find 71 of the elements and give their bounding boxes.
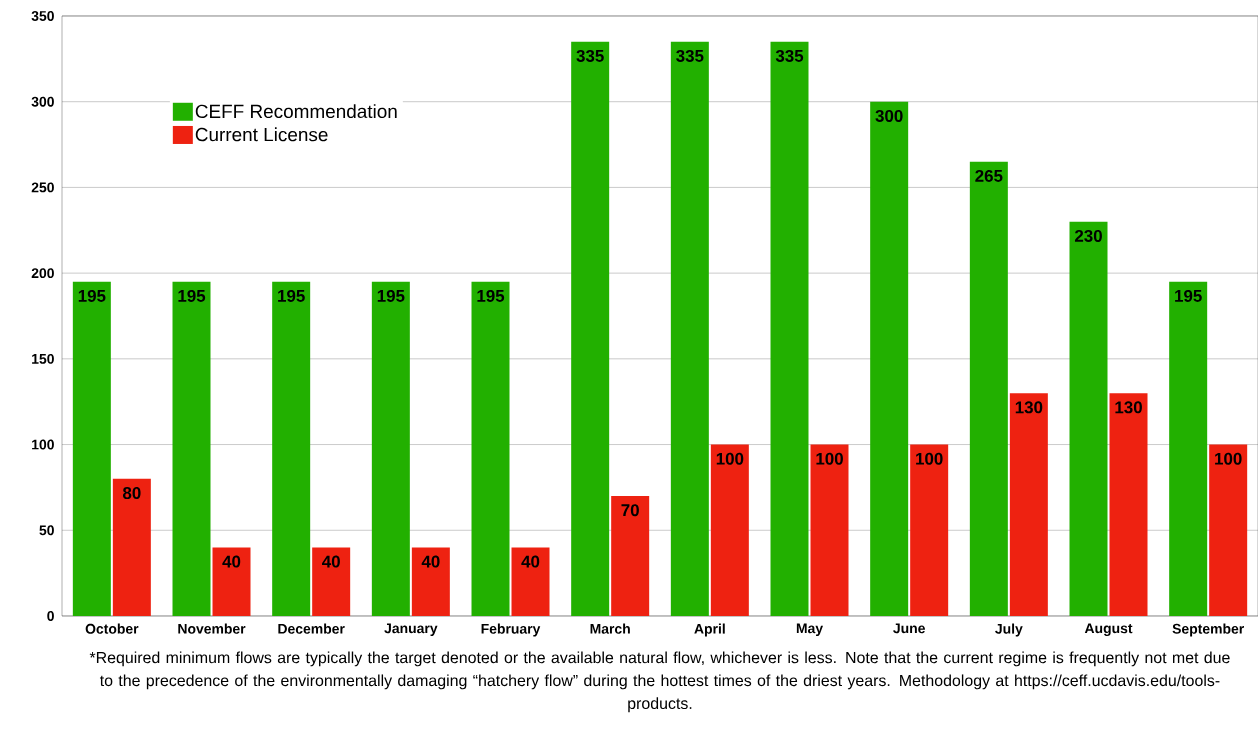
data-label: 40 bbox=[222, 555, 241, 568]
bar bbox=[571, 41, 610, 616]
bar bbox=[1209, 444, 1248, 616]
y-tick-label: 250 bbox=[31, 182, 54, 193]
bar bbox=[511, 547, 550, 616]
x-tick-label: November bbox=[178, 623, 246, 634]
bar bbox=[670, 41, 709, 616]
bar bbox=[72, 281, 111, 616]
x-tick-label: January bbox=[384, 623, 438, 636]
y-tick-label: 300 bbox=[31, 96, 54, 107]
data-label: 335 bbox=[775, 49, 804, 62]
bar bbox=[312, 547, 351, 616]
data-label: 195 bbox=[377, 289, 405, 302]
bar bbox=[611, 495, 650, 616]
bar bbox=[471, 281, 510, 616]
bar bbox=[770, 41, 809, 616]
y-tick-label: 350 bbox=[31, 11, 54, 21]
data-label: 265 bbox=[975, 169, 1003, 182]
data-label: 40 bbox=[421, 555, 440, 568]
x-tick-label: March bbox=[590, 623, 630, 634]
bar bbox=[371, 281, 410, 616]
data-label: 335 bbox=[676, 49, 704, 62]
x-tick-label: February bbox=[481, 623, 541, 637]
data-label: 130 bbox=[1015, 401, 1043, 414]
bar bbox=[212, 547, 251, 616]
bar bbox=[172, 281, 211, 616]
bar bbox=[112, 478, 151, 616]
bar bbox=[272, 281, 311, 616]
bar bbox=[1069, 221, 1108, 616]
y-tick-label: 200 bbox=[31, 268, 54, 279]
data-label: 335 bbox=[576, 49, 604, 62]
y-tick-label: 100 bbox=[32, 439, 54, 450]
data-label: 195 bbox=[278, 289, 305, 302]
legend-label: CEFF Recommendation bbox=[195, 104, 397, 119]
data-label: 100 bbox=[1215, 452, 1242, 465]
data-label: 130 bbox=[1115, 401, 1142, 414]
data-label: 70 bbox=[621, 504, 639, 517]
bar bbox=[1169, 281, 1208, 616]
data-label: 80 bbox=[122, 487, 141, 500]
legend-label: Current License bbox=[195, 127, 328, 142]
x-tick-label: December bbox=[278, 623, 345, 634]
y-tick-label: 50 bbox=[39, 525, 54, 536]
data-label: 195 bbox=[1175, 289, 1202, 302]
data-label: 40 bbox=[322, 555, 340, 568]
x-tick-label: August bbox=[1084, 623, 1133, 637]
bar bbox=[969, 161, 1008, 616]
bar bbox=[411, 547, 450, 616]
x-tick-label: July bbox=[995, 623, 1023, 637]
data-label: 100 bbox=[716, 452, 744, 465]
y-tick-label: 150 bbox=[32, 353, 54, 364]
text: *Required minimum flows are typically the target denoted or the available natural flow, whichever is less. Note that the current regime is frequently not met due to the precedence of the environmentally damaging “hatchery flow” during the hottest times of the driest years. Methodology at https://ceff.ucdavis.edu/tools-products. bbox=[89, 651, 1230, 713]
data-label: 230 bbox=[1074, 229, 1102, 242]
data-label: 100 bbox=[816, 452, 843, 465]
bar bbox=[810, 444, 849, 616]
bar bbox=[710, 444, 749, 616]
x-tick-label: October bbox=[85, 623, 139, 634]
data-label: 195 bbox=[477, 289, 505, 302]
data-label: 300 bbox=[875, 109, 903, 122]
x-tick-label: May bbox=[796, 623, 823, 636]
bar bbox=[1109, 393, 1148, 616]
y-tick-label: 0 bbox=[47, 611, 54, 621]
data-label: 100 bbox=[916, 452, 943, 465]
bar bbox=[910, 444, 949, 616]
data-label: 40 bbox=[521, 555, 540, 568]
data-label: 195 bbox=[178, 289, 206, 302]
bar bbox=[1009, 393, 1048, 616]
bar bbox=[870, 101, 909, 616]
x-tick-label: September bbox=[1172, 623, 1244, 637]
x-tick-label: April bbox=[694, 623, 725, 637]
data-label: 195 bbox=[78, 289, 106, 302]
x-tick-label: June bbox=[893, 623, 925, 634]
